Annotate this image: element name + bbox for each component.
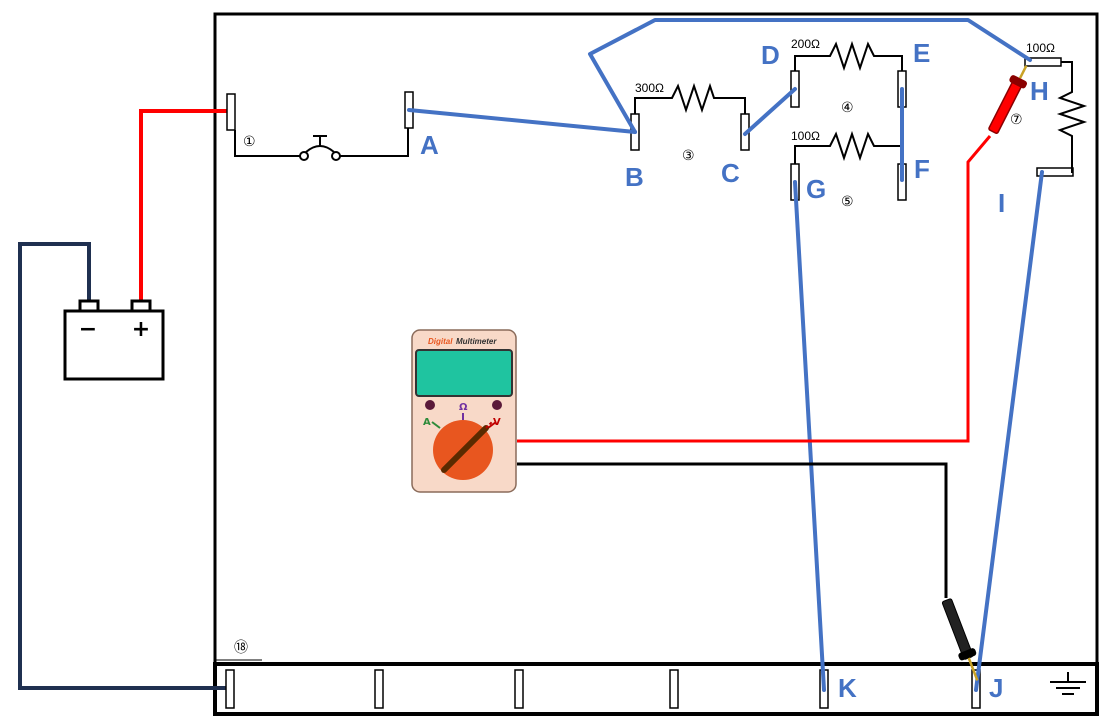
resistor-200-value: 200Ω bbox=[791, 37, 820, 51]
wire-g-k bbox=[793, 180, 826, 692]
battery-negative-wire bbox=[18, 242, 230, 690]
push-switch-icon bbox=[299, 135, 341, 161]
multimeter-red-lead bbox=[517, 135, 992, 443]
mode-ohm-label: Ω bbox=[459, 402, 468, 413]
wire-b-h bbox=[588, 18, 1032, 134]
black-probe bbox=[941, 598, 979, 681]
resistor-300-value: 300Ω bbox=[635, 81, 664, 95]
point-label-f: F bbox=[914, 154, 930, 184]
point-label-e: E bbox=[913, 38, 930, 68]
point-label-j: J bbox=[989, 673, 1003, 703]
resistor-100-vertical-value: 100Ω bbox=[1026, 41, 1055, 55]
resistor-100-vertical-component: 100Ω ⑦ bbox=[1010, 41, 1088, 177]
digital-multimeter[interactable]: Digital Multimeter A Ω V bbox=[411, 329, 517, 493]
point-label-c: C bbox=[721, 158, 740, 188]
component-number-1: ① bbox=[243, 134, 256, 150]
point-label-h: H bbox=[1030, 76, 1049, 106]
multimeter-brand: Digital bbox=[428, 337, 453, 346]
component-number-4: ④ bbox=[841, 100, 854, 116]
battery-plus-label: + bbox=[132, 317, 150, 342]
circuit-board bbox=[213, 12, 1099, 716]
battery-icon: − + bbox=[63, 299, 165, 381]
multimeter-display bbox=[415, 349, 513, 397]
component-number-3: ③ bbox=[682, 148, 695, 164]
mode-a-label: A bbox=[423, 417, 431, 428]
point-label-g: G bbox=[806, 174, 826, 204]
ground-symbol-icon bbox=[1050, 672, 1086, 695]
mode-v-label: V bbox=[493, 417, 501, 428]
resistor-100-value: 100Ω bbox=[791, 129, 820, 143]
battery-minus-label: − bbox=[79, 317, 97, 342]
port-v-icon bbox=[492, 400, 502, 410]
multimeter-black-lead bbox=[517, 462, 948, 598]
point-label-d: D bbox=[761, 40, 780, 70]
wire-a-b bbox=[407, 108, 637, 134]
wire-i-j bbox=[974, 170, 1044, 692]
battery-positive-wire bbox=[139, 109, 230, 303]
multimeter-brand-suffix: Multimeter bbox=[456, 337, 497, 346]
bus-strip bbox=[213, 662, 1099, 716]
point-label-i: I bbox=[998, 188, 1005, 218]
selector-pointer bbox=[441, 425, 489, 473]
component-number-7: ⑦ bbox=[1010, 112, 1023, 128]
wire-c-d bbox=[743, 87, 797, 136]
point-label-k: K bbox=[838, 673, 857, 703]
red-probe bbox=[988, 65, 1028, 134]
port-a-icon bbox=[425, 400, 435, 410]
point-label-a: A bbox=[420, 130, 439, 160]
point-label-b: B bbox=[625, 162, 644, 192]
component-number-5: ⑤ bbox=[841, 194, 854, 210]
component-number-18: ⑱ bbox=[234, 640, 248, 656]
